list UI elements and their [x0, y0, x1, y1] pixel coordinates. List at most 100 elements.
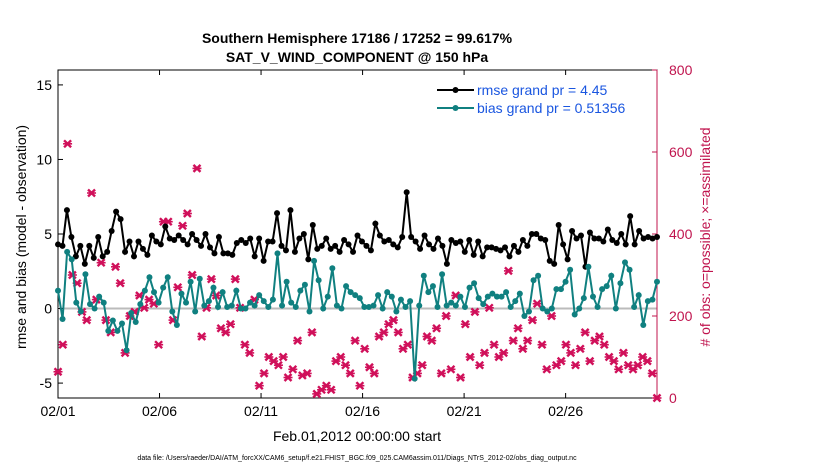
obs-count-marker [479, 348, 489, 358]
bias-point [589, 293, 596, 300]
bias-point [265, 304, 272, 311]
obs-count-marker [513, 323, 523, 333]
bias-point [548, 305, 555, 312]
bias-series-line [57, 248, 658, 379]
rmse-point [372, 220, 379, 227]
rmse-point [399, 233, 406, 240]
rmse-point [466, 236, 473, 243]
bias-point [402, 304, 409, 311]
rmse-point [175, 232, 182, 239]
bias-point [279, 302, 286, 309]
obs-count-marker [446, 364, 456, 374]
bias-point [512, 298, 519, 305]
bias-point [571, 311, 578, 318]
rmse-point [613, 239, 620, 246]
chart-title-line2: SAT_V_WIND_COMPONENT @ 150 hPa [226, 49, 489, 65]
obs-count-marker [336, 352, 346, 362]
bias-point [192, 308, 199, 315]
y-right-tick-label: 400 [669, 226, 693, 242]
rmse-point [595, 235, 602, 242]
x-tick-label: 02/01 [40, 403, 75, 419]
obs-count-marker [96, 258, 106, 268]
rmse-point [220, 250, 227, 257]
bias-point [603, 283, 610, 290]
rmse-point [139, 245, 146, 252]
obs-count-marker [633, 360, 643, 370]
rmse-point [367, 247, 374, 254]
bias-point [109, 317, 116, 324]
rmse-point [238, 236, 245, 243]
obs-count-marker [475, 360, 485, 370]
obs-count-marker [173, 282, 183, 292]
bias-point [160, 284, 167, 291]
rmse-point [233, 239, 240, 246]
rmse-point [551, 260, 558, 267]
y-right-tick-label: 0 [669, 390, 677, 406]
y-right-tick-label: 600 [669, 144, 693, 160]
bias-point [187, 278, 194, 285]
bias-point [521, 313, 528, 319]
bias-point [388, 293, 395, 300]
obs-count-marker [230, 274, 240, 284]
y-left-tick-label: -5 [40, 375, 53, 391]
rmse-point [77, 242, 84, 249]
obs-count-marker [489, 340, 499, 350]
y-left-tick-label: 5 [44, 226, 52, 242]
bias-point [425, 289, 432, 296]
obs-count-marker [182, 209, 192, 218]
x-axis-label: Feb.01,2012 00:00:00 start [273, 428, 441, 444]
y-right-tick-label: 800 [669, 62, 693, 78]
bias-point [420, 272, 427, 279]
bias-point [141, 287, 148, 294]
bias-point [82, 271, 89, 278]
obs-count-marker [465, 352, 475, 362]
bias-point [516, 290, 523, 297]
legend-bias-marker [452, 105, 459, 111]
y-left-tick-label: 15 [36, 77, 52, 93]
rmse-point [636, 228, 643, 235]
obs-count-marker [614, 364, 624, 374]
rmse-point [542, 236, 549, 243]
rmse-point [135, 238, 142, 245]
rmse-point [180, 236, 187, 243]
rmse-point [193, 236, 200, 243]
bias-point [183, 299, 190, 306]
bias-point [557, 286, 564, 293]
rmse-point [600, 238, 607, 245]
obs-count-marker [427, 336, 437, 345]
bias-point [123, 347, 130, 354]
bias-point [631, 304, 638, 311]
rmse-point [291, 248, 298, 255]
bias-point [352, 292, 359, 299]
obs-count-marker [642, 356, 652, 366]
bias-point [407, 298, 414, 305]
bias-point [580, 295, 587, 302]
obs-count-marker [293, 336, 303, 345]
bias-point [535, 272, 542, 279]
obs-count-marker [523, 336, 533, 345]
obs-count-marker [341, 360, 351, 370]
bias-point [480, 301, 487, 308]
rmse-point [618, 231, 625, 237]
rmse-point [287, 207, 294, 214]
bias-point [644, 298, 651, 305]
bias-point [379, 305, 386, 312]
obs-count-marker [575, 344, 585, 354]
bias-point [585, 263, 592, 270]
bias-point [503, 289, 510, 296]
rmse-point [305, 256, 312, 263]
rmse-point [479, 253, 486, 260]
bias-point [562, 278, 569, 285]
bias-point [416, 302, 423, 309]
bias-point [73, 299, 80, 306]
bias-point [466, 284, 473, 291]
rmse-point [519, 236, 526, 243]
obs-count-marker [441, 311, 451, 321]
footnote: data file: /Users/raeder/DAI/ATM_forcXX/… [137, 455, 577, 462]
rmse-point [327, 245, 334, 252]
y-axis-left-label: rmse and bias (model - observation) [13, 125, 29, 349]
rmse-point [443, 260, 450, 267]
obs-count-marker [350, 336, 360, 345]
obs-count-marker [537, 340, 547, 350]
obs-count-marker [388, 315, 398, 325]
